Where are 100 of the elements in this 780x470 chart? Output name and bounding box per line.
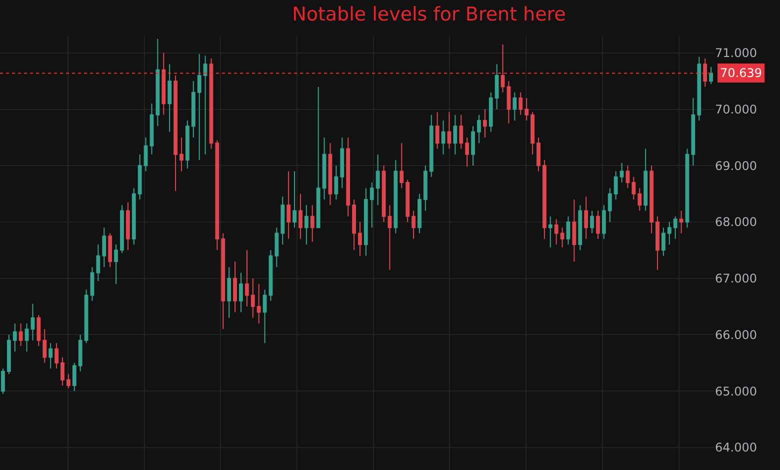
candlestick	[465, 136, 470, 168]
candlestick	[685, 148, 690, 228]
candlestick	[554, 218, 558, 246]
candlestick	[239, 272, 243, 313]
candlestick	[382, 165, 386, 222]
candlestick	[530, 112, 534, 155]
candlestick	[298, 193, 302, 240]
candlestick	[132, 188, 136, 246]
candlestick	[54, 342, 58, 370]
candlestick	[30, 303, 35, 341]
candlestick	[42, 328, 47, 364]
candlestick	[441, 120, 446, 155]
candlestick	[78, 334, 82, 372]
y-tick-label: 67.000	[715, 272, 757, 286]
candlestick	[340, 136, 344, 189]
candlestick	[697, 56, 702, 122]
candlestick	[703, 58, 708, 88]
candlestick	[512, 92, 517, 122]
candlestick	[650, 165, 654, 234]
y-tick-label: 65.000	[715, 384, 757, 398]
candlestick	[667, 222, 672, 246]
candlestick	[370, 182, 374, 228]
candlestick	[84, 289, 88, 344]
candlestick	[542, 160, 546, 240]
candlestick	[250, 278, 255, 318]
candlestick	[506, 80, 511, 124]
candlestick	[596, 210, 600, 240]
candlestick	[156, 38, 160, 127]
candlestick	[221, 232, 226, 330]
candlestick	[494, 64, 499, 110]
candlestick	[66, 374, 70, 389]
candlestick	[418, 193, 422, 234]
candlestick	[18, 322, 23, 346]
candlestick	[274, 227, 279, 268]
candlestick	[96, 244, 100, 282]
candlestick	[36, 314, 41, 346]
candlestick	[638, 188, 642, 212]
chart-title: Notable levels for Brent here	[292, 3, 566, 26]
y-tick-label: 69.000	[715, 158, 757, 173]
candlestick	[679, 210, 684, 234]
candlestick	[244, 250, 249, 308]
candlestick	[12, 322, 17, 352]
candlestick	[488, 92, 493, 132]
candlestick	[352, 198, 356, 251]
candlestick	[376, 154, 380, 206]
candlestick	[656, 216, 660, 270]
candlestick	[304, 204, 308, 246]
candlestick	[572, 198, 576, 262]
candlestick	[518, 92, 523, 116]
y-tick-label: 64.000	[715, 440, 757, 455]
candlestick	[233, 260, 237, 313]
y-tick-label: 68.000	[715, 215, 757, 230]
candlestick	[209, 58, 214, 150]
candlestick	[471, 126, 475, 166]
candlestick	[60, 356, 64, 386]
candlestick	[560, 227, 564, 248]
candlestick	[114, 244, 118, 284]
candlestick	[400, 142, 404, 189]
candlestick	[614, 170, 618, 200]
candlestick	[24, 322, 29, 352]
candlestick	[280, 196, 285, 246]
candlestick	[256, 284, 261, 324]
candlestick	[316, 86, 320, 228]
candlestick	[120, 204, 124, 254]
candlestick	[459, 114, 464, 150]
candlestick	[322, 136, 326, 200]
candlestick	[138, 154, 142, 200]
candlestick	[644, 148, 648, 212]
ref-line-label: 70.639	[720, 66, 762, 80]
candlestick	[709, 66, 713, 84]
candlestick	[566, 216, 570, 246]
y-tick-label: 70.000	[715, 102, 757, 116]
candlestick	[412, 210, 416, 240]
candlestick	[364, 188, 368, 256]
candlestick	[453, 114, 458, 155]
candlestick	[406, 179, 410, 222]
candlestick	[1, 368, 5, 394]
candlestick	[358, 222, 362, 256]
candlestick	[90, 266, 94, 302]
candlestick	[388, 204, 392, 270]
candlestick	[180, 136, 184, 172]
candlestick	[447, 112, 452, 150]
candlestick	[620, 162, 624, 184]
candlestick	[578, 204, 582, 251]
candlestick	[162, 52, 166, 116]
candlestick	[334, 165, 338, 200]
candlestick	[108, 232, 112, 268]
candlestick	[227, 266, 232, 318]
candlestick	[191, 80, 196, 138]
candlestick	[262, 289, 267, 344]
candlestick	[292, 170, 296, 228]
candlestick	[197, 54, 202, 160]
candlestick	[608, 188, 612, 222]
candlestick	[500, 44, 505, 93]
y-tick-label: 66.000	[715, 328, 757, 342]
candlestick	[673, 216, 678, 240]
candlestick	[632, 176, 636, 200]
candlestick	[144, 136, 148, 172]
candlestick	[584, 196, 588, 240]
candlestick	[328, 142, 332, 206]
